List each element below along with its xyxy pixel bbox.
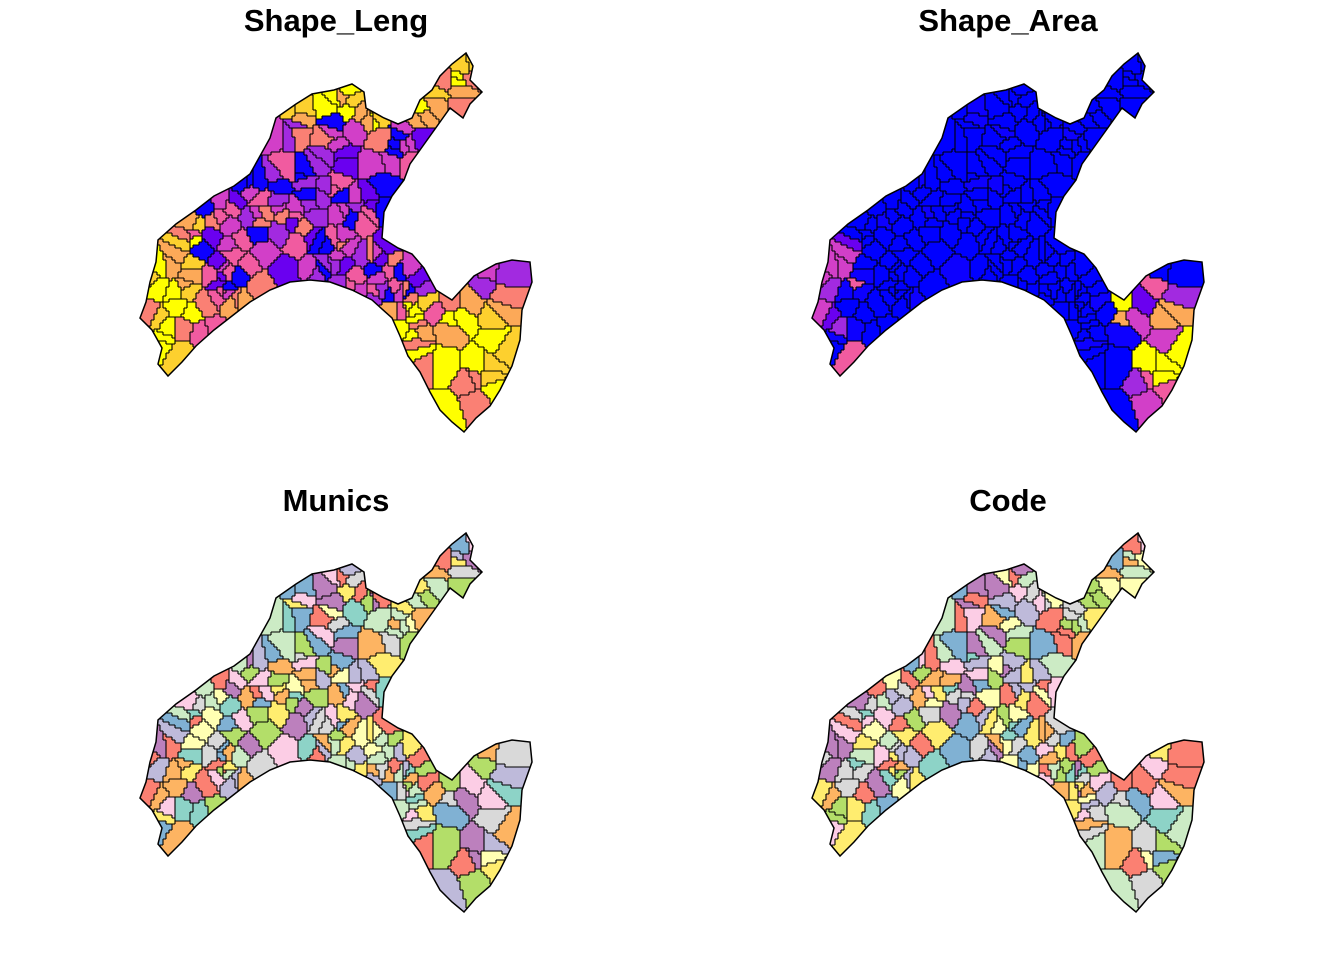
choropleth-map — [0, 480, 672, 960]
map-panel-shape-leng: Shape_Leng — [0, 0, 672, 480]
map-panel-munics: Munics — [0, 480, 672, 960]
choropleth-map — [672, 0, 1344, 480]
map-panel-code: Code — [672, 480, 1344, 960]
choropleth-map — [0, 0, 672, 480]
choropleth-map — [672, 480, 1344, 960]
map-panel-shape-area: Shape_Area — [672, 0, 1344, 480]
